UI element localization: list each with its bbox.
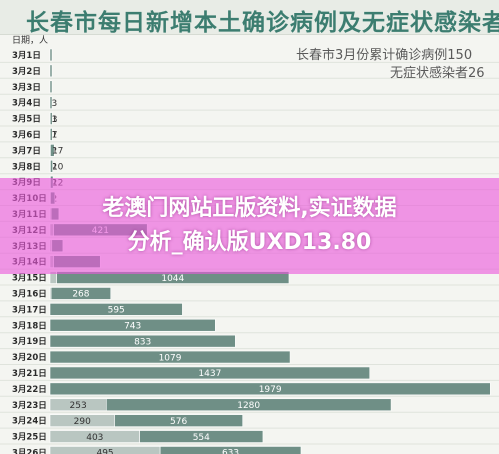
bar-confirmed (114, 414, 243, 427)
data-label: 554 (193, 433, 210, 443)
bar-confirmed (49, 112, 53, 125)
bar-confirmed (49, 64, 53, 78)
data-label: 253 (70, 401, 87, 411)
data-label: 7 (52, 131, 58, 141)
bar-confirmed (49, 318, 216, 332)
bar-confirmed (49, 96, 53, 109)
data-label: 2 (52, 162, 58, 172)
data-label: 3 (52, 115, 58, 125)
title-bar: 长春市每日新增本土确诊病例及无症状感染者情 (0, 0, 499, 35)
data-label: 833 (134, 337, 151, 347)
data-label: 743 (124, 321, 141, 331)
bar-confirmed (49, 48, 53, 62)
summary-line-1: 长春市3月份累计确诊病例150 (296, 47, 472, 63)
bar-confirmed (49, 128, 53, 141)
category-label: 3月21日 (12, 369, 47, 379)
bar-confirmed (105, 398, 392, 412)
bar-confirmed (159, 446, 302, 454)
category-label: 3月1日 (12, 51, 41, 61)
data-label: 10 (52, 162, 64, 172)
unit-person: 人 (39, 35, 48, 46)
data-label: 595 (108, 306, 125, 316)
category-label: 3月26日 (12, 448, 47, 454)
bar-confirmed (49, 80, 53, 94)
category-label: 3月22日 (12, 385, 47, 395)
category-label: 3月15日 (12, 274, 47, 284)
category-label: 3月24日 (12, 417, 47, 427)
bar-confirmed (49, 303, 183, 316)
category-label: 3月16日 (12, 289, 47, 299)
data-label: 1280 (237, 401, 260, 411)
data-label: 1437 (198, 369, 221, 379)
category-label: 3月6日 (12, 130, 41, 140)
bar-confirmed (49, 382, 491, 396)
data-label: 3 (52, 99, 58, 109)
chart-rows: 3月1日3月2日3月3日3月4日33月5日133月6日173月7日2173月8日… (0, 48, 499, 454)
unit-label: 日期，人 (12, 35, 48, 46)
category-label: 3月2日 (12, 67, 41, 77)
bar-confirmed (139, 430, 264, 443)
bar-confirmed (50, 144, 55, 157)
category-label: 3月19日 (12, 337, 47, 347)
data-label: 576 (170, 417, 187, 427)
bar-confirmed (49, 350, 291, 364)
data-label: 1 (52, 115, 58, 125)
data-label: 1044 (161, 274, 184, 284)
bar-confirmed (49, 334, 236, 348)
category-label: 3月5日 (12, 115, 41, 125)
data-label: 1079 (159, 353, 182, 363)
category-label: 3月7日 (12, 146, 41, 156)
category-label: 3月23日 (12, 401, 47, 411)
data-label: 633 (222, 449, 239, 454)
bar-confirmed (50, 159, 53, 173)
overlay-banner (0, 178, 499, 274)
data-label: 1 (52, 131, 58, 141)
unit-date: 日期 (12, 35, 30, 46)
category-label: 3月8日 (12, 162, 41, 172)
summary-line-2: 无症状感染者26 (390, 65, 485, 81)
data-label: 17 (52, 147, 63, 157)
overlay-text: 老澳门网站正版资料,实证数据 分析_确认版UXD13.80 (0, 192, 499, 260)
data-label: 403 (86, 433, 103, 443)
data-label: 290 (74, 417, 91, 427)
overlay-line-2: 分析_确认版UXD13.80 (127, 230, 372, 255)
category-label: 3月3日 (12, 83, 41, 93)
category-label: 3月18日 (12, 321, 47, 331)
overlay-line-1: 老澳门网站正版资料,实证数据 (102, 196, 397, 221)
data-label: 495 (96, 449, 113, 454)
category-label: 3月17日 (12, 305, 47, 315)
category-label: 3月4日 (12, 99, 41, 109)
category-label: 3月20日 (12, 353, 47, 363)
data-label: 268 (72, 290, 89, 300)
bar-confirmed (49, 366, 371, 380)
category-label: 3月25日 (12, 433, 47, 443)
bar-confirmed (50, 287, 112, 300)
chart-title: 长春市每日新增本土确诊病例及无症状感染者情 (26, 10, 499, 35)
unit-separator: ， (30, 36, 39, 46)
data-label: 1979 (259, 385, 282, 395)
